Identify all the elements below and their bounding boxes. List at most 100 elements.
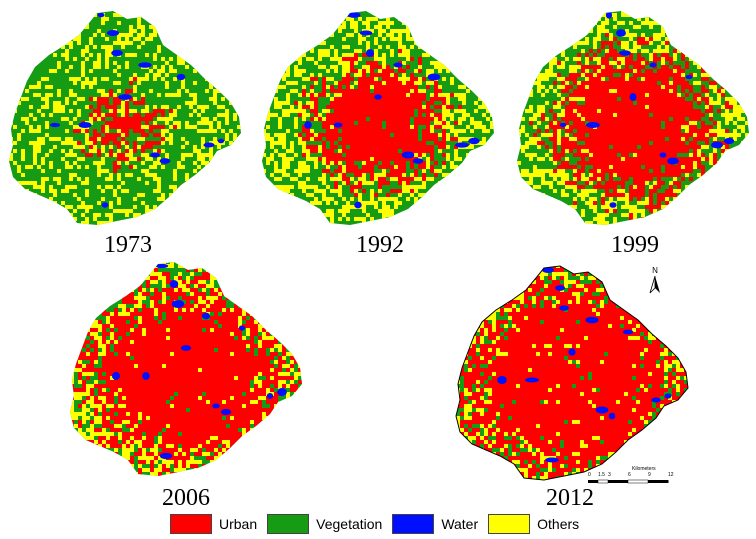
water-body bbox=[354, 201, 362, 209]
north-arrow: N bbox=[645, 266, 665, 296]
scale-tick: 12 bbox=[668, 472, 674, 478]
water-body bbox=[525, 377, 539, 383]
water-body bbox=[176, 73, 186, 81]
water-body bbox=[393, 62, 403, 68]
scale-ticks: 0 1.5 3 6 9 12 bbox=[588, 472, 684, 478]
water-body bbox=[169, 280, 179, 288]
water-body bbox=[118, 94, 132, 100]
water-body bbox=[545, 457, 559, 463]
water-body bbox=[142, 372, 150, 380]
land-cover-raster bbox=[517, 11, 749, 225]
water-body bbox=[608, 412, 616, 420]
map-2012-svg bbox=[455, 265, 689, 481]
scale-unit: Kilometers bbox=[632, 466, 656, 472]
water-body bbox=[412, 158, 424, 164]
scale-bar-graphic bbox=[588, 479, 669, 484]
legend-label-others: Others bbox=[537, 516, 580, 532]
year-label-2006: 2006 bbox=[162, 485, 210, 511]
legend-swatch-water bbox=[392, 514, 435, 534]
legend: Urban Vegetation Water Others bbox=[170, 512, 589, 536]
water-body bbox=[667, 157, 679, 165]
scale-tick: 9 bbox=[648, 472, 651, 478]
map-1973-svg bbox=[9, 11, 241, 225]
map-1999-svg bbox=[517, 11, 749, 225]
water-body bbox=[212, 403, 220, 409]
water-body bbox=[78, 121, 92, 129]
water-body bbox=[203, 142, 215, 148]
map-1992 bbox=[258, 5, 498, 233]
water-body bbox=[171, 300, 185, 308]
water-body bbox=[685, 74, 693, 80]
water-body bbox=[568, 348, 576, 356]
water-body bbox=[659, 152, 667, 158]
legend-label-urban: Urban bbox=[219, 516, 258, 532]
water-body bbox=[651, 397, 661, 403]
scale-tick: 1.5 bbox=[598, 472, 605, 478]
water-body bbox=[374, 94, 382, 100]
year-label-2012: 2012 bbox=[546, 485, 594, 511]
water-body bbox=[455, 142, 469, 148]
water-body bbox=[723, 137, 735, 145]
water-body bbox=[333, 122, 343, 128]
scale-tick: 0 bbox=[588, 472, 591, 478]
water-body bbox=[220, 408, 232, 416]
water-body bbox=[595, 406, 609, 414]
scale-tick: 6 bbox=[628, 472, 631, 478]
map-2012 bbox=[452, 260, 692, 488]
water-body bbox=[138, 62, 152, 68]
water-body bbox=[266, 392, 274, 400]
water-body bbox=[277, 388, 287, 396]
water-body bbox=[347, 12, 361, 18]
water-body bbox=[427, 73, 441, 81]
map-1992-svg bbox=[262, 11, 494, 225]
water-body bbox=[106, 30, 120, 36]
water-body bbox=[359, 30, 373, 36]
legend-swatch-vegetation bbox=[267, 514, 310, 534]
water-body bbox=[97, 12, 105, 18]
water-body bbox=[649, 62, 657, 68]
water-body bbox=[49, 122, 61, 128]
legend-label-vegetation: Vegetation bbox=[316, 516, 383, 532]
water-body bbox=[111, 372, 121, 380]
year-label-1992: 1992 bbox=[356, 232, 404, 258]
water-body bbox=[711, 141, 723, 149]
water-body bbox=[497, 376, 507, 384]
water-body bbox=[180, 345, 192, 351]
map-2006 bbox=[66, 256, 306, 484]
legend-swatch-urban bbox=[170, 514, 212, 534]
water-body bbox=[585, 316, 599, 324]
water-body bbox=[554, 285, 566, 291]
water-body bbox=[365, 49, 375, 57]
scale-bar: Kilometers 0 1.5 3 6 9 12 bbox=[588, 466, 698, 488]
land-cover-raster bbox=[262, 11, 494, 225]
land-cover-raster bbox=[70, 262, 302, 476]
water-body bbox=[150, 152, 160, 158]
map-1973 bbox=[5, 5, 245, 233]
boundary-outline bbox=[455, 265, 689, 481]
water-body bbox=[155, 263, 169, 269]
water-body bbox=[201, 312, 211, 320]
north-label: N bbox=[652, 266, 658, 275]
water-body bbox=[468, 137, 480, 145]
water-body bbox=[542, 267, 554, 273]
water-body bbox=[664, 393, 672, 399]
map-1999 bbox=[513, 5, 753, 233]
water-body bbox=[629, 93, 637, 101]
water-body bbox=[559, 122, 567, 128]
water-body bbox=[586, 122, 600, 128]
water-body bbox=[159, 452, 173, 460]
water-body bbox=[616, 29, 626, 37]
year-label-1973: 1973 bbox=[104, 232, 152, 258]
water-body bbox=[558, 305, 570, 311]
water-body bbox=[622, 329, 634, 335]
water-body bbox=[609, 202, 617, 208]
water-body bbox=[101, 202, 109, 208]
legend-label-water: Water bbox=[441, 516, 479, 532]
legend-swatch-others bbox=[488, 514, 531, 534]
year-label-1999: 1999 bbox=[611, 232, 659, 258]
land-cover-raster bbox=[9, 11, 241, 225]
water-body bbox=[619, 50, 631, 56]
water-body bbox=[605, 11, 613, 19]
north-arrow-icon bbox=[649, 275, 660, 294]
water-body bbox=[238, 325, 246, 331]
